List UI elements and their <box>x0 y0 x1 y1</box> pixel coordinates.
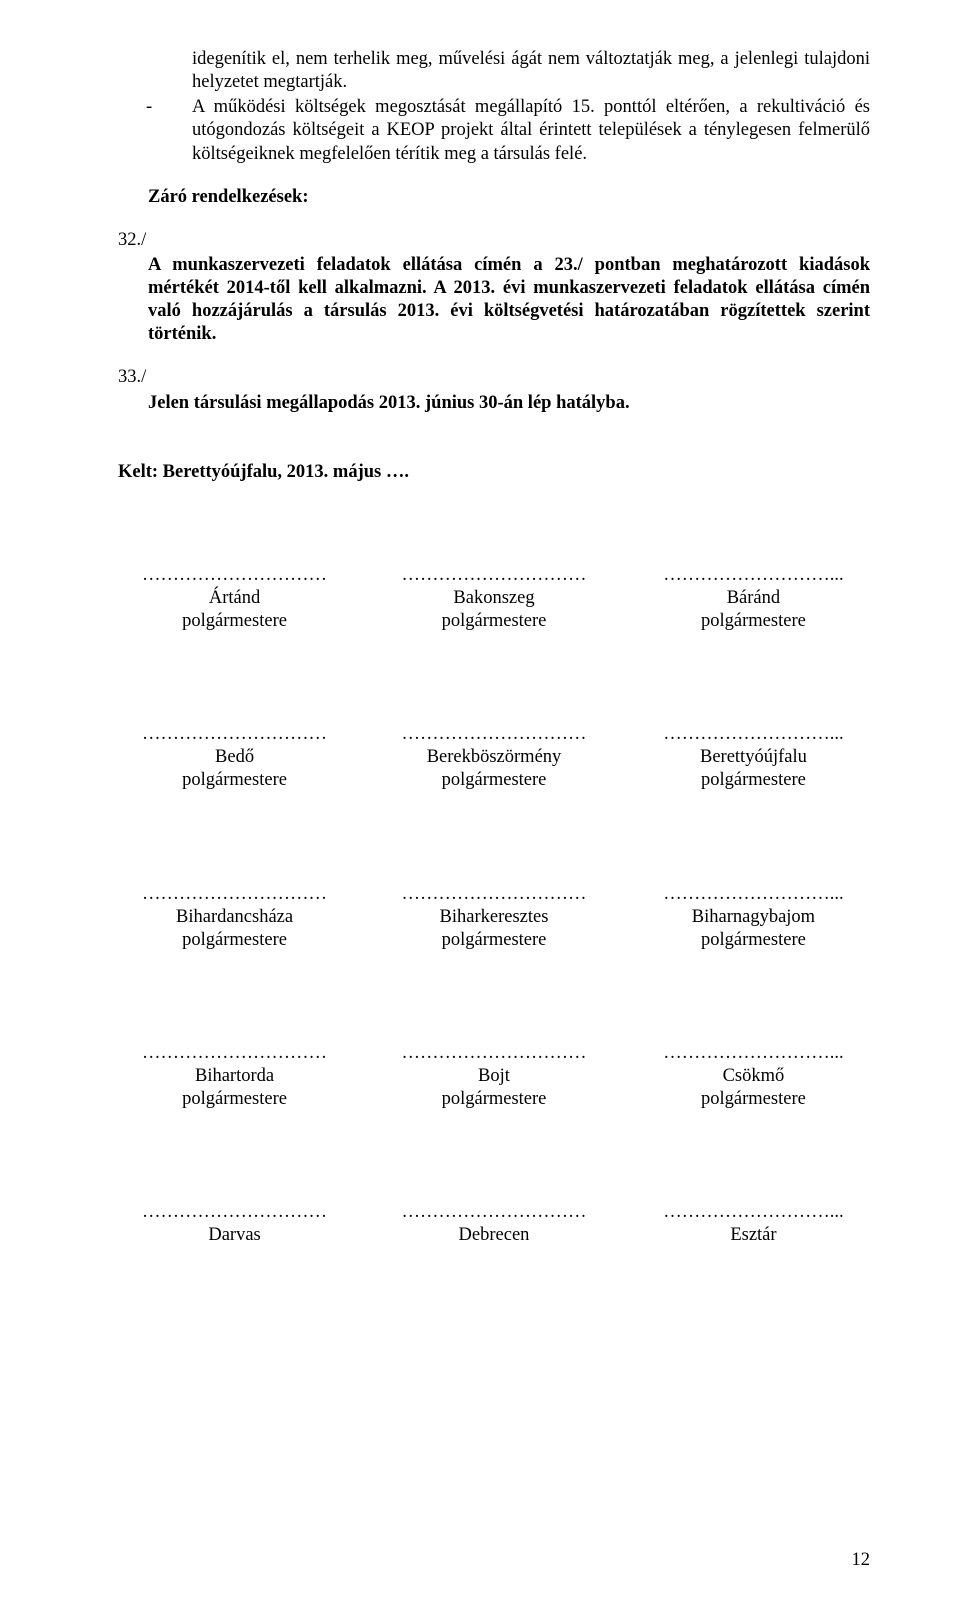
signature-place: Bihardancsháza <box>118 906 351 929</box>
signature-place: Ártánd <box>118 587 351 610</box>
signature-cell: ………………………... Csökmő polgármestere <box>637 1042 870 1111</box>
section-33-body: Jelen társulási megállapodás 2013. júniu… <box>148 392 870 415</box>
signature-cell: ………………………… Bihardancsháza polgármestere <box>118 883 351 952</box>
section-33-number: 33./ <box>118 366 870 389</box>
signature-title: polgármestere <box>637 610 870 633</box>
signature-cell: ………………………… Bakonszeg polgármestere <box>377 564 610 633</box>
signature-place: Berettyóújfalu <box>637 746 870 769</box>
signature-place: Báránd <box>637 587 870 610</box>
signature-cell: ………………………… Bedő polgármestere <box>118 723 351 792</box>
signature-title: polgármestere <box>377 1088 610 1111</box>
signature-dots: ………………………... <box>637 1201 870 1224</box>
date-line: Kelt: Berettyóújfalu, 2013. május …. <box>118 461 870 484</box>
signature-dots: ………………………… <box>377 564 610 587</box>
signature-row: ………………………… Bedő polgármestere …………………………… <box>118 723 870 792</box>
signature-title: polgármestere <box>118 769 351 792</box>
signature-dots: ………………………... <box>637 883 870 906</box>
section-32-number: 32./ <box>118 229 870 252</box>
signature-cell: ………………………… Bihartorda polgármestere <box>118 1042 351 1111</box>
signature-dots: ………………………… <box>377 1201 610 1224</box>
signature-dots: ………………………... <box>637 723 870 746</box>
signature-dots: ………………………… <box>377 883 610 906</box>
signature-place: Bedő <box>118 746 351 769</box>
closing-provisions-heading: Záró rendelkezések: <box>148 186 870 209</box>
signature-title: polgármestere <box>118 610 351 633</box>
signature-row: ………………………… Bihardancsháza polgármestere … <box>118 883 870 952</box>
signature-grid: ………………………… Ártánd polgármestere ……………………… <box>118 564 870 1248</box>
bullet-text: A működési költségek megosztását megálla… <box>192 96 870 165</box>
signature-place: Debrecen <box>377 1224 610 1247</box>
signature-place: Berekböszörmény <box>377 746 610 769</box>
signature-cell: ………………………... Báránd polgármestere <box>637 564 870 633</box>
signature-row: ………………………… Ártánd polgármestere ……………………… <box>118 564 870 633</box>
signature-row: ………………………… Darvas ………………………… Debrecen ……… <box>118 1201 870 1247</box>
signature-title: polgármestere <box>118 929 351 952</box>
signature-place: Esztár <box>637 1224 870 1247</box>
paragraph-continuation: idegenítik el, nem terhelik meg, művelés… <box>192 48 870 94</box>
signature-title: polgármestere <box>637 929 870 952</box>
signature-dots: ………………………… <box>118 564 351 587</box>
signature-cell: ………………………… Darvas <box>118 1201 351 1247</box>
signature-dots: ………………………… <box>118 1042 351 1065</box>
signature-cell: ………………………… Bojt polgármestere <box>377 1042 610 1111</box>
signature-title: polgármestere <box>637 1088 870 1111</box>
bullet-dash: - <box>146 96 192 165</box>
signature-title: polgármestere <box>377 769 610 792</box>
signature-place: Biharkeresztes <box>377 906 610 929</box>
signature-dots: ………………………… <box>377 723 610 746</box>
signature-place: Bihartorda <box>118 1065 351 1088</box>
signature-dots: ………………………… <box>118 723 351 746</box>
signature-dots: ………………………… <box>118 1201 351 1224</box>
signature-place: Csökmő <box>637 1065 870 1088</box>
signature-place: Bojt <box>377 1065 610 1088</box>
signature-cell: ………………………... Esztár <box>637 1201 870 1247</box>
signature-cell: ………………………… Biharkeresztes polgármestere <box>377 883 610 952</box>
signature-title: polgármestere <box>118 1088 351 1111</box>
signature-dots: ………………………… <box>377 1042 610 1065</box>
section-32-body: A munkaszervezeti feladatok ellátása cím… <box>148 254 870 347</box>
signature-row: ………………………… Bihartorda polgármestere …………… <box>118 1042 870 1111</box>
bullet-item: - A működési költségek megosztását megál… <box>146 96 870 165</box>
signature-dots: ………………………... <box>637 564 870 587</box>
signature-place: Biharnagybajom <box>637 906 870 929</box>
page-number: 12 <box>852 1549 871 1572</box>
signature-dots: ………………………… <box>118 883 351 906</box>
signature-place: Bakonszeg <box>377 587 610 610</box>
signature-title: polgármestere <box>377 929 610 952</box>
signature-cell: ………………………… Debrecen <box>377 1201 610 1247</box>
signature-title: polgármestere <box>637 769 870 792</box>
signature-cell: ………………………... Biharnagybajom polgármester… <box>637 883 870 952</box>
signature-cell: ………………………... Berettyóújfalu polgármester… <box>637 723 870 792</box>
signature-cell: ………………………… Berekböszörmény polgármestere <box>377 723 610 792</box>
signature-dots: ………………………... <box>637 1042 870 1065</box>
signature-title: polgármestere <box>377 610 610 633</box>
signature-cell: ………………………… Ártánd polgármestere <box>118 564 351 633</box>
signature-place: Darvas <box>118 1224 351 1247</box>
